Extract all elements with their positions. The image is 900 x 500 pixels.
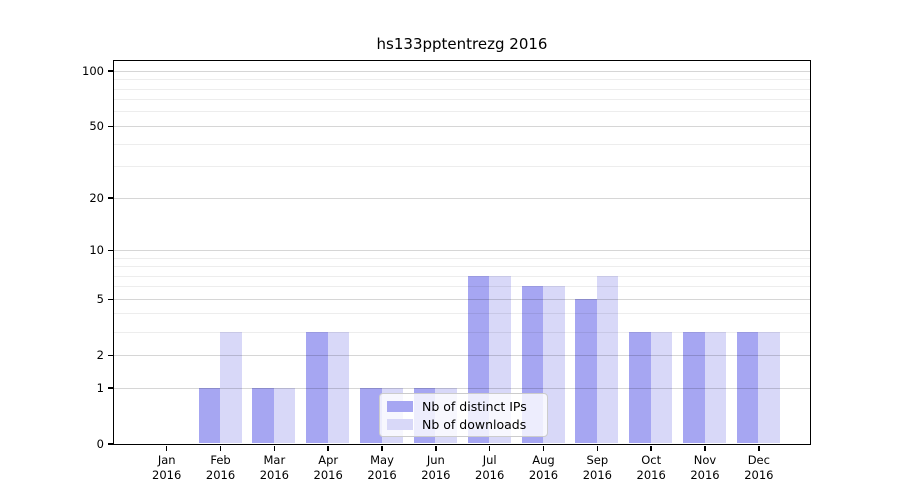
plot-area	[112, 59, 811, 445]
x-tick-feb	[219, 445, 222, 451]
bar-distinct-ips-apr	[306, 331, 328, 444]
bar-distinct-ips-feb	[198, 387, 221, 444]
x-tick-label-oct: Oct 2016	[636, 453, 666, 482]
y-tick-100	[107, 70, 113, 72]
y-tick-1	[107, 387, 113, 389]
y-tick-label-2: 2	[96, 348, 104, 363]
bar-distinct-ips-mar	[252, 387, 274, 444]
y-tick-label-100: 100	[82, 64, 104, 79]
x-tick-label-aug: Aug 2016	[528, 453, 559, 482]
x-tick-may	[381, 445, 383, 451]
bar-downloads-feb	[220, 331, 242, 444]
bar-downloads-dec	[758, 331, 780, 444]
x-tick-label-may: May 2016	[367, 453, 397, 482]
legend-item-distinct-ips: Nb of distinct IPs	[387, 399, 539, 414]
y-tick-2	[107, 354, 113, 356]
x-tick-aug	[542, 445, 545, 451]
x-tick-label-apr: Apr 2016	[313, 453, 343, 482]
bar-downloads-aug	[543, 286, 565, 444]
x-tick-label-jan: Jan 2016	[152, 453, 182, 482]
bar-distinct-ips-oct	[629, 331, 651, 444]
x-tick-nov	[704, 445, 706, 451]
bar-distinct-ips-dec	[736, 331, 759, 444]
legend-swatch-distinct-ips	[387, 400, 413, 412]
y-tick-label-1: 1	[96, 381, 104, 395]
x-tick-label-dec: Dec 2016	[744, 453, 774, 482]
bar-distinct-ips-may	[360, 387, 382, 444]
legend: Nb of distinct IPs Nb of downloads	[379, 393, 548, 437]
x-tick-label-mar: Mar 2016	[259, 453, 289, 482]
y-tick-10	[107, 249, 113, 252]
bar-downloads-mar	[273, 387, 296, 444]
x-tick-label-jun: Jun 2016	[421, 453, 451, 482]
y-tick-5	[107, 298, 113, 300]
x-tick-sep	[596, 445, 599, 451]
x-tick-label-sep: Sep 2016	[582, 453, 612, 482]
chart-title: hs133pptentrezg 2016	[376, 35, 548, 53]
bar-downloads-nov	[704, 331, 726, 444]
y-tick-label-5: 5	[96, 292, 104, 307]
x-tick-oct	[650, 445, 652, 451]
legend-swatch-downloads	[387, 418, 413, 430]
bar-distinct-ips-sep	[575, 298, 597, 444]
x-tick-jan	[165, 445, 168, 451]
legend-label-distinct-ips: Nb of distinct IPs	[422, 398, 527, 414]
x-tick-mar	[273, 445, 276, 451]
x-tick-label-nov: Nov 2016	[690, 453, 720, 482]
bars-layer	[114, 61, 810, 444]
x-tick-jun	[435, 445, 437, 451]
y-tick-0	[107, 443, 113, 445]
x-tick-jul	[488, 445, 491, 451]
y-tick-50	[107, 125, 113, 128]
bar-downloads-sep	[596, 275, 619, 444]
x-tick-label-feb: Feb 2016	[205, 453, 236, 482]
legend-item-downloads: Nb of downloads	[387, 417, 539, 432]
y-tick-label-50: 50	[89, 119, 104, 134]
y-tick-20	[107, 197, 113, 199]
y-tick-label-10: 10	[89, 243, 104, 258]
y-tick-label-0: 0	[96, 437, 104, 451]
bar-distinct-ips-nov	[683, 331, 705, 444]
x-tick-label-jul: Jul 2016	[475, 453, 505, 482]
y-tick-label-20: 20	[89, 191, 104, 206]
bar-downloads-apr	[327, 331, 350, 444]
x-tick-apr	[327, 445, 329, 451]
legend-label-downloads: Nb of downloads	[422, 416, 527, 432]
x-tick-dec	[758, 445, 760, 451]
bar-downloads-oct	[650, 331, 673, 444]
